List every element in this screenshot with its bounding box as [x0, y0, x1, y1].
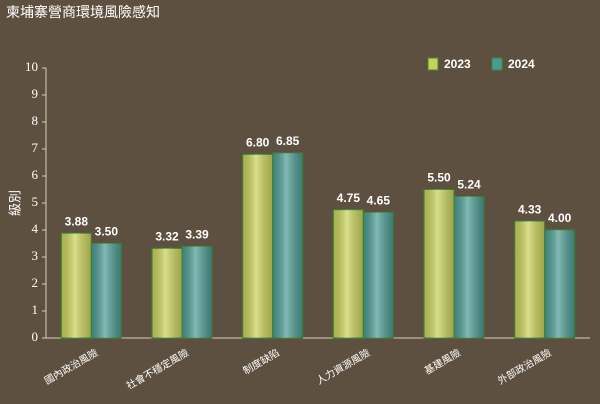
chart-title: 柬埔寨營商環境風險感知: [6, 4, 160, 21]
y-tick-label: 7: [32, 140, 39, 155]
y-tick-label: 6: [32, 167, 39, 182]
x-tick-label: 制度缺陷: [241, 346, 282, 377]
bar-shine: [272, 153, 303, 338]
bar-shine: [152, 248, 182, 338]
legend-swatch: [491, 57, 503, 71]
y-axis-label: 級別: [9, 190, 24, 216]
bar-shine: [61, 233, 92, 338]
legend-swatch: [427, 57, 439, 71]
bar-shine: [514, 221, 545, 338]
value-label: 4.65: [367, 194, 391, 208]
x-tick-label: 國內政治風險: [42, 346, 100, 387]
value-label: 6.85: [276, 134, 300, 148]
bar-shine: [363, 212, 394, 338]
legend-label: 2024: [508, 57, 535, 71]
value-label: 6.80: [246, 136, 270, 150]
bar-shine: [424, 189, 454, 338]
y-tick-label: 1: [32, 302, 39, 317]
y-tick-label: 5: [32, 194, 39, 209]
value-label: 4.33: [518, 202, 542, 216]
y-tick-label: 10: [25, 59, 38, 74]
bar-shine: [91, 243, 122, 338]
y-tick-label: 0: [32, 329, 39, 344]
bar-shine: [182, 246, 212, 338]
y-tick-label: 2: [32, 275, 39, 290]
bar-shine: [544, 230, 575, 338]
value-label: 5.24: [457, 178, 481, 192]
value-label: 4.75: [337, 191, 361, 205]
value-label: 3.88: [65, 214, 89, 228]
x-tick-label: 社會不穩定風險: [124, 346, 191, 392]
value-label: 3.39: [185, 228, 209, 242]
x-tick-label: 人力資源風險: [314, 346, 372, 387]
legend-label: 2023: [444, 57, 471, 71]
x-tick-label: 基建風險: [422, 346, 463, 377]
value-label: 4.00: [548, 211, 572, 225]
bar-shine: [242, 154, 273, 338]
x-tick-label: 外部政治風險: [495, 346, 553, 387]
y-tick-label: 4: [32, 221, 39, 236]
value-label: 3.32: [155, 230, 179, 244]
value-label: 3.50: [95, 225, 119, 239]
value-label: 5.50: [427, 171, 451, 185]
bar-shine: [333, 209, 364, 338]
y-tick-label: 8: [32, 113, 39, 128]
y-tick-label: 3: [32, 248, 39, 263]
bar-shine: [454, 196, 484, 338]
y-tick-label: 9: [32, 86, 39, 101]
